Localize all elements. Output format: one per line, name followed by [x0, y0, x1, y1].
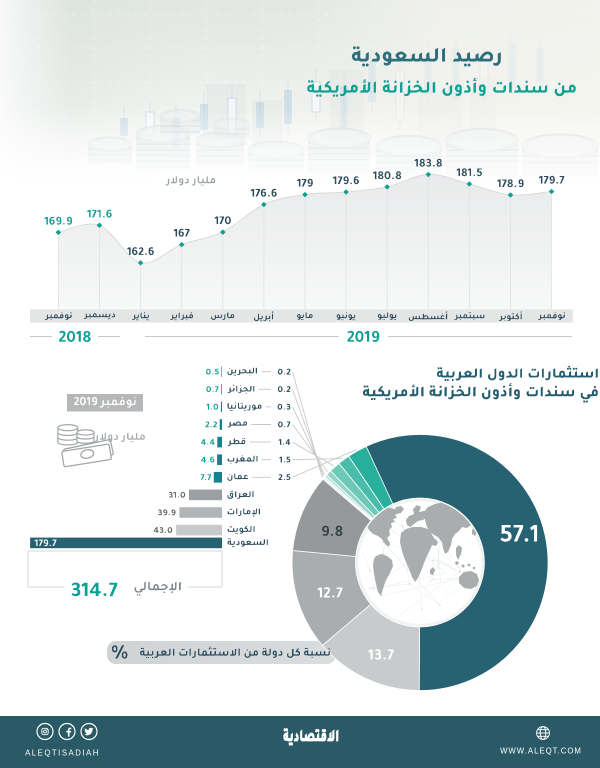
- svg-text:WWW.ALEQT.COM: WWW.ALEQT.COM: [500, 747, 582, 756]
- svg-text:ALEQTISADIAH: ALEQTISADIAH: [25, 749, 100, 758]
